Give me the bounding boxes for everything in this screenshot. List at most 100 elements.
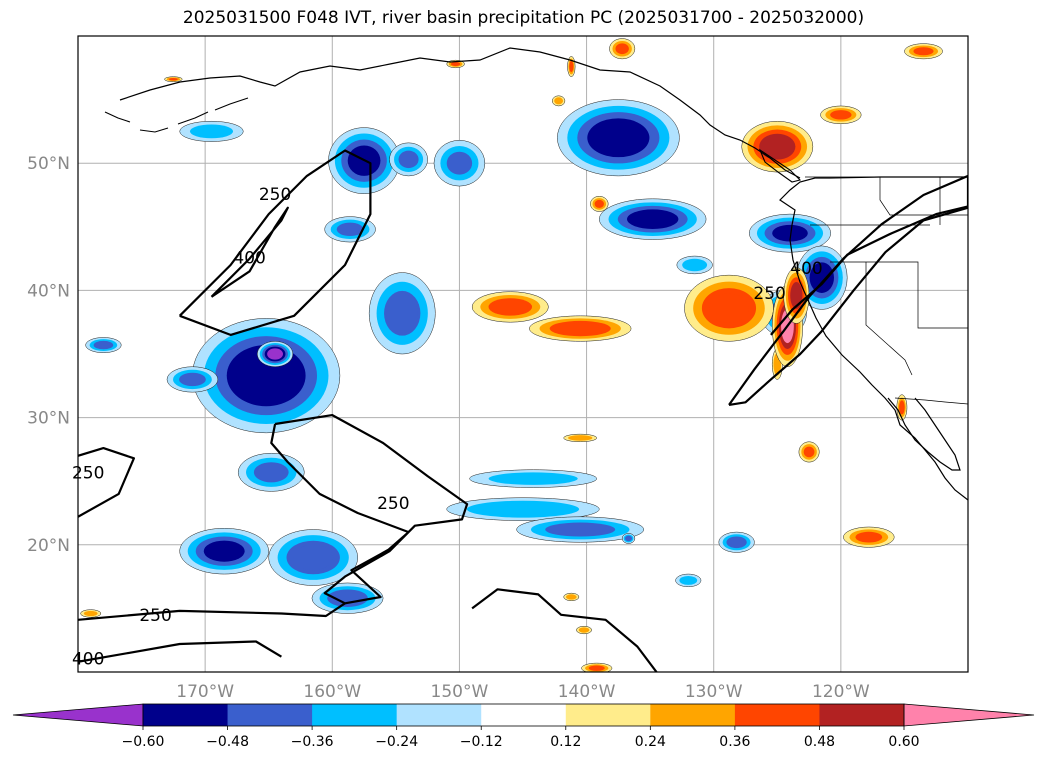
precip-level [255,463,288,482]
precip-level [914,47,933,55]
aleutian-islands [104,97,249,133]
colorbar-segment [481,704,567,726]
precip-level [268,349,282,359]
precip-cell [621,533,636,544]
ivt-contour-line [728,174,968,406]
precip-level [579,627,589,633]
precip-level [630,210,676,228]
precip-level [446,151,473,175]
precip-cell [80,609,102,618]
precip-level [399,151,418,168]
lat-tick-label: 40°N [27,281,70,301]
precip-level [550,523,611,536]
colorbar-tick-label: 0.12 [550,734,581,750]
precip-cell [820,105,862,125]
precip-cell [469,469,597,488]
precip-cell [557,99,680,177]
precip-cell [324,216,376,243]
precip-cell [590,196,609,212]
ivt-contour-line [78,447,135,518]
precip-cell [749,213,831,253]
ivt-contour-label: 400 [233,249,265,269]
ivt-contour-line [210,206,289,298]
colorbar-segment [396,704,482,726]
colorbar-tick-label: −0.48 [206,734,249,750]
precip-level [830,110,851,120]
precip-cell [446,497,600,521]
precip-cell [446,59,465,69]
lon-tick-label: 170°W [176,682,234,702]
precip-cell [684,274,774,342]
precip-cell [179,528,269,575]
precip-cell [904,43,943,60]
lon-tick-label: 160°W [303,682,361,702]
colorbar-tick-label: −0.36 [291,734,334,750]
precip-level [193,125,230,138]
ivt-contour-label: 250 [139,606,171,626]
precip-cell [843,526,895,548]
precip-level [804,446,815,457]
axis-tick-labels: 20°N 30°N 40°N 50°N 170°W 160°W 150°W 140°W 130°… [27,154,870,702]
precip-cell [718,531,755,553]
precip-cell [529,315,632,342]
lat-tick-label: 30°N [27,409,70,429]
precip-level [772,224,808,242]
precip-level [684,260,705,270]
colorbar-tick-label: 0.24 [635,734,666,750]
ivt-contour-label: 250 [753,284,785,304]
coastlines-and-borders [104,47,968,501]
colorbar-tick-label: 0.48 [804,734,835,750]
precip-level [483,503,563,516]
precip-level [84,611,97,616]
precip-cell [311,582,384,614]
precip-cell [563,592,580,602]
precip-cell [581,662,613,672]
precip-cell [433,140,486,187]
precip-level [589,665,605,671]
precip-level [594,200,604,208]
precip-level [168,77,178,81]
colorbar-segment [819,704,905,726]
colorbar-tick-label: 0.60 [888,734,919,750]
precip-cell [471,291,549,323]
precip-level [856,532,882,543]
ivt-contour-label: 250 [72,464,104,484]
ivt-contour-label: 400 [790,259,822,279]
ivt-contour-line [471,588,658,672]
precip-cell [85,337,122,353]
colorbar: −0.60 −0.48 −0.36 −0.24 −0.12 0.12 0.24 0.36 0.4… [12,703,1035,750]
precip-level [555,98,563,104]
ivt-contour-line [78,640,282,663]
precip-level [180,373,205,386]
precip-cell [676,255,713,275]
colorbar-segment [734,704,820,726]
lon-tick-label: 150°W [431,682,489,702]
colorbar-frame [142,703,905,727]
colorbar-tick-label: −0.24 [375,734,418,750]
lon-tick-label: 120°W [812,682,870,702]
ivt-contour-label: 400 [72,649,104,669]
map-title: 2025031500 F048 IVT, river basin precipi… [182,8,865,28]
ivt-contour-label: 250 [259,185,291,205]
precip-cell [896,394,908,421]
precip-level [728,537,745,547]
precip-cell [164,76,183,83]
colorbar-tick-label: 0.36 [719,734,750,750]
precip-level [571,435,589,440]
map-frame [77,35,969,673]
precip-cell [563,433,597,443]
precip-cell [576,625,592,635]
precip-cell [599,198,707,240]
lat-tick-label: 20°N [27,536,70,556]
colorbar-segment [565,704,651,726]
precip-level [790,283,802,308]
precip-level [337,223,363,236]
precip-level [681,576,696,584]
precip-cell [166,366,219,393]
ivt-contour-label: 250 [377,494,409,514]
precip-cell [798,441,820,463]
precip-level [811,264,833,292]
us-state-borders [810,177,968,376]
